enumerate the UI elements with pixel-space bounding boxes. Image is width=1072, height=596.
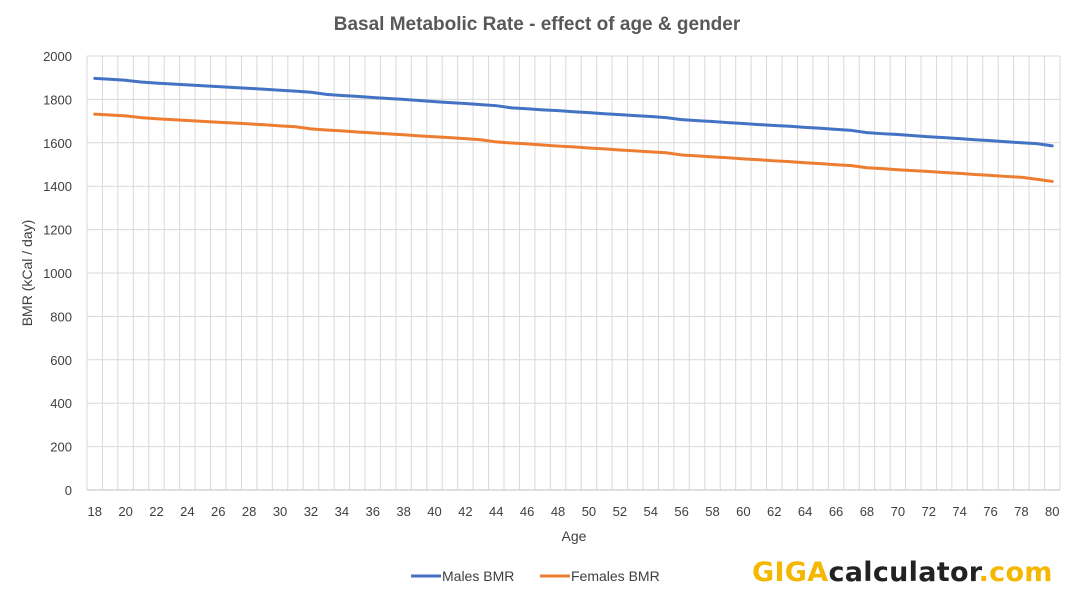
x-tick-label: 50 [582,504,596,519]
x-tick-label: 66 [829,504,843,519]
x-tick-label: 34 [335,504,349,519]
x-tick-label: 22 [149,504,163,519]
y-tick-label: 200 [50,440,72,455]
x-tick-label: 42 [458,504,472,519]
x-tick-label: 26 [211,504,225,519]
y-tick-label: 800 [50,309,72,324]
chart-title: Basal Metabolic Rate - effect of age & g… [334,14,741,35]
x-tick-label: 62 [767,504,781,519]
x-tick-label: 76 [983,504,997,519]
gigacalculator-logo: GIGAcalculator.com [752,556,1053,590]
x-tick-label: 72 [921,504,935,519]
x-tick-label: 70 [891,504,905,519]
x-tick-label: 60 [736,504,750,519]
x-tick-label: 18 [87,504,101,519]
x-tick-label: 48 [551,504,565,519]
x-tick-label: 54 [643,504,657,519]
x-tick-label: 20 [118,504,132,519]
x-tick-label: 80 [1045,504,1059,519]
series-line-females [93,112,1054,183]
x-tick-label: 36 [365,504,379,519]
legend-label-males: Males BMR [442,568,514,584]
y-tick-label: 1400 [43,179,72,194]
x-tick-label: 52 [613,504,627,519]
legend: Males BMR Females BMR [411,568,660,584]
x-tick-label: 74 [952,504,966,519]
x-tick-label: 30 [273,504,287,519]
logo-dotcom: .com [978,557,1053,588]
y-tick-label: 400 [50,396,72,411]
x-tick-label: 28 [242,504,256,519]
x-tick-label: 46 [520,504,534,519]
x-tick-label: 40 [427,504,441,519]
y-axis-title: BMR (kCal / day) [19,220,35,327]
x-tick-label: 44 [489,504,503,519]
x-tick-label: 32 [304,504,318,519]
x-tick-label: 68 [860,504,874,519]
y-tick-label: 1200 [43,223,72,238]
logo-giga: GIGA [752,557,829,588]
x-tick-label: 38 [396,504,410,519]
x-axis-ticks: 18 20 22 24 26 28 30 32 34 36 38 40 42 44 46 48 50 52 54 56… [87,504,1059,519]
y-tick-label: 1800 [43,92,72,107]
legend-label-females: Females BMR [571,568,660,584]
x-tick-label: 24 [180,504,194,519]
x-tick-label: 78 [1014,504,1028,519]
x-tick-label: 64 [798,504,812,519]
gridlines [86,55,1061,491]
logo-calculator: calculator [828,557,979,588]
y-tick-label: 600 [50,353,72,368]
y-tick-label: 1600 [43,136,72,151]
y-axis-ticks: 0 200 400 600 800 1000 1200 1400 1600 1800 2000 [43,49,72,498]
x-tick-label: 58 [705,504,719,519]
x-tick-label: 56 [674,504,688,519]
y-tick-label: 2000 [43,49,72,64]
y-tick-label: 0 [65,483,72,498]
x-axis-title: Age [562,528,587,544]
series-lines [93,76,1054,183]
series-line-males [93,76,1054,148]
y-tick-label: 1000 [43,266,72,281]
